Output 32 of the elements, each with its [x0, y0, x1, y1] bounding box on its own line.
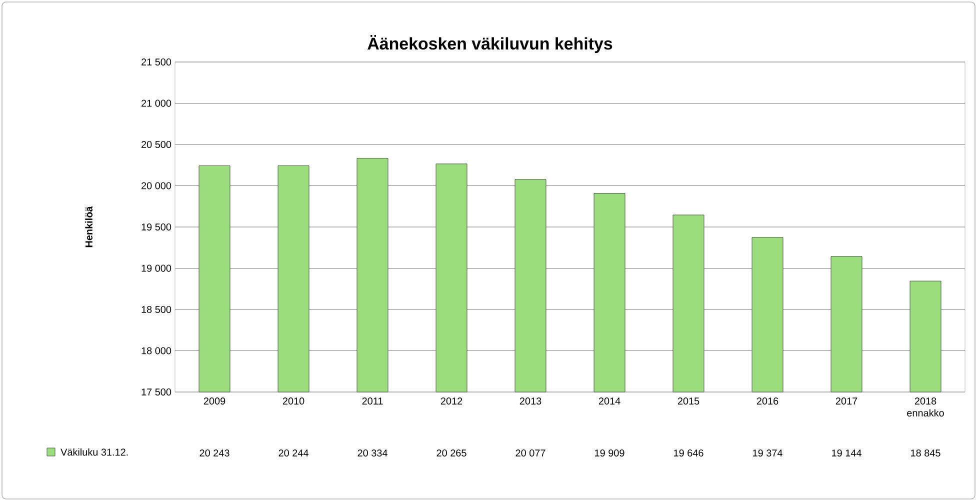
data-label: 19 144 [832, 449, 862, 457]
x-tick-label: 2009 [204, 398, 226, 405]
legend-label: Väkiluku 31.12. [60, 448, 128, 456]
x-tick-label: 2018 ennakko [907, 398, 944, 417]
data-label: 20 243 [200, 449, 230, 457]
y-tick-label: 19 500 [142, 223, 172, 231]
data-label: 20 244 [278, 449, 308, 457]
y-axis-title: Henkilöä [85, 206, 92, 248]
y-tick-label: 21 500 [142, 58, 172, 66]
x-tick-label: 2014 [598, 398, 620, 405]
y-tick-label: 18 500 [142, 306, 172, 314]
x-tick-label: 2010 [282, 398, 304, 405]
x-tick-label: 2011 [362, 398, 383, 405]
data-label: 19 646 [674, 449, 704, 457]
x-tick-label: 2015 [678, 398, 700, 405]
y-tick-label: 21 000 [142, 100, 172, 107]
data-label: 18 845 [911, 449, 940, 457]
x-tick-label: 2012 [440, 398, 462, 405]
chart-title: Äänekosken väkiluvun kehitys [368, 35, 612, 53]
y-tick-label: 18 000 [142, 347, 172, 354]
x-tick-label: 2013 [520, 398, 542, 405]
y-tick-label: 19 000 [142, 264, 172, 272]
x-tick-label: 2017 [836, 398, 858, 405]
data-label: 19 909 [595, 449, 624, 457]
data-label: 20 265 [436, 449, 466, 457]
x-tick-label: 2016 [756, 398, 778, 405]
y-tick-label: 20 500 [142, 140, 172, 148]
data-label: 20 077 [516, 449, 546, 457]
data-label: 19 374 [753, 449, 782, 457]
y-tick-label: 20 000 [142, 182, 172, 190]
y-tick-label: 17 500 [142, 388, 172, 396]
data-label: 20 334 [358, 449, 388, 457]
